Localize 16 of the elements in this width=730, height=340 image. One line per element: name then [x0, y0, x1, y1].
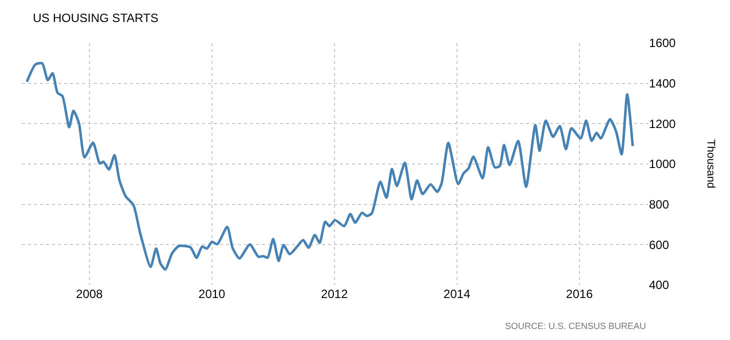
- y-tick-label: 600: [649, 238, 670, 252]
- y-tick-label: 1200: [649, 116, 676, 131]
- source-note: SOURCE: U.S. CENSUS BUREAU: [505, 321, 646, 331]
- y-tick-label: 1000: [649, 157, 676, 172]
- y-tick-label: 1600: [649, 36, 676, 50]
- chart-title: US HOUSING STARTS: [32, 11, 158, 25]
- x-tick-label: 2010: [198, 287, 226, 301]
- line-series: [26, 62, 634, 271]
- x-tick-label: 2008: [76, 287, 104, 301]
- y-tick-label: 400: [649, 278, 670, 292]
- x-tick-label: 2014: [444, 287, 471, 301]
- x-tick-label: 2012: [321, 287, 348, 301]
- x-tick-label: 2016: [566, 287, 594, 301]
- y-axis-title: Thousand: [704, 139, 717, 188]
- y-tick-label: 1400: [649, 76, 676, 91]
- y-tick-label: 800: [649, 198, 670, 212]
